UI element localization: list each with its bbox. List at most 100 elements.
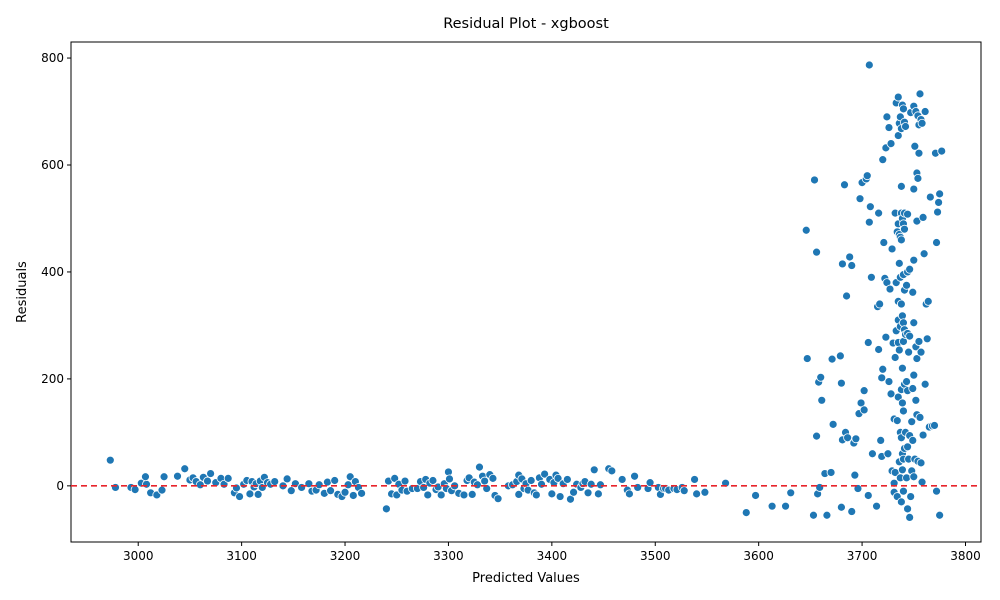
- x-tick-label: 3100: [226, 549, 257, 563]
- residual-point: [912, 354, 922, 363]
- x-tick-label: 3600: [743, 549, 774, 563]
- residual-point: [905, 331, 915, 341]
- residual-point: [562, 475, 572, 484]
- residual-point: [826, 468, 836, 477]
- residual-point: [899, 104, 908, 114]
- x-tick-label: 3300: [433, 549, 464, 563]
- residual-point: [899, 406, 908, 416]
- residual-point: [786, 488, 796, 498]
- residual-point: [326, 486, 335, 496]
- residual-point: [909, 184, 919, 194]
- residual-point: [596, 480, 605, 490]
- residual-point: [909, 370, 919, 380]
- residual-point: [586, 479, 596, 489]
- residual-point: [890, 353, 900, 362]
- residual-point: [801, 225, 811, 235]
- residual-point: [935, 510, 945, 520]
- residual-point: [607, 466, 617, 476]
- residual-point: [865, 202, 875, 212]
- residual-point: [340, 487, 350, 497]
- residual-point: [837, 378, 846, 388]
- residual-point: [583, 488, 593, 498]
- residual-point: [645, 478, 655, 488]
- residual-point: [428, 476, 438, 485]
- residual-point: [810, 175, 819, 185]
- residual-point: [837, 502, 846, 512]
- residual-point: [589, 465, 599, 475]
- residual-point: [909, 318, 919, 328]
- residual-point: [141, 472, 150, 482]
- residual-point: [537, 479, 546, 489]
- plot-frame: [70, 41, 982, 543]
- residual-point: [914, 148, 924, 158]
- residual-point: [902, 377, 911, 386]
- residual-point: [882, 112, 892, 122]
- residual-point: [297, 483, 307, 492]
- residual-point: [902, 280, 911, 290]
- residual-point: [842, 291, 851, 301]
- residual-point: [898, 398, 907, 408]
- y-tick-label: 800: [41, 51, 64, 65]
- y-axis-label: Residuals: [15, 261, 30, 323]
- residual-point: [815, 483, 825, 492]
- residual-point: [859, 386, 869, 396]
- residual-point: [531, 490, 541, 500]
- residual-point: [690, 475, 699, 484]
- residual-point: [876, 435, 886, 445]
- residual-point: [932, 486, 941, 496]
- residual-point: [847, 507, 857, 516]
- residual-point: [909, 472, 919, 482]
- residual-point: [905, 513, 915, 522]
- residual-point: [909, 255, 919, 265]
- residual-point: [896, 497, 906, 507]
- residual-point: [105, 455, 115, 465]
- residual-point: [767, 501, 777, 511]
- residual-point: [903, 504, 912, 514]
- residual-point: [625, 489, 634, 499]
- x-tick-label: 3400: [537, 549, 568, 563]
- residual-point: [903, 442, 912, 452]
- residual-point: [802, 354, 812, 363]
- residual-point: [915, 412, 925, 422]
- residual-point: [547, 489, 557, 499]
- residual-point: [569, 487, 578, 497]
- residual-point: [472, 480, 482, 490]
- residual-point: [828, 419, 838, 429]
- residual-point: [343, 480, 353, 490]
- residual-point: [883, 449, 893, 459]
- residual-point: [904, 347, 914, 357]
- residual-point: [893, 392, 903, 402]
- residual-point: [816, 372, 826, 382]
- residual-point: [809, 510, 818, 520]
- residual-point: [916, 458, 926, 468]
- residual-point: [827, 354, 837, 364]
- residual-point: [915, 89, 925, 99]
- residual-point: [923, 296, 933, 306]
- residual-point: [914, 337, 924, 346]
- residual-point: [840, 180, 849, 190]
- residual-point: [526, 476, 536, 485]
- residual-point: [235, 492, 244, 501]
- residual-point: [286, 486, 296, 496]
- x-tick-label: 3800: [950, 549, 981, 563]
- residual-point: [835, 351, 845, 361]
- residual-point: [423, 490, 433, 500]
- residual-point: [282, 474, 292, 484]
- residual-point: [925, 192, 935, 202]
- residual-point: [700, 487, 710, 497]
- residual-point: [896, 235, 906, 245]
- residual-point: [633, 483, 643, 492]
- residual-point: [874, 208, 884, 218]
- residual-point: [866, 272, 876, 282]
- residual-point: [223, 473, 233, 483]
- y-tick-label: 200: [41, 372, 64, 386]
- residual-point: [913, 173, 923, 183]
- residual-point: [879, 238, 889, 247]
- residual-point: [887, 244, 897, 254]
- residual-point: [920, 107, 930, 116]
- residual-point: [886, 389, 896, 399]
- residual-point: [323, 477, 332, 487]
- residual-point: [907, 417, 917, 427]
- residual-point: [173, 471, 182, 481]
- residual-point: [855, 194, 865, 204]
